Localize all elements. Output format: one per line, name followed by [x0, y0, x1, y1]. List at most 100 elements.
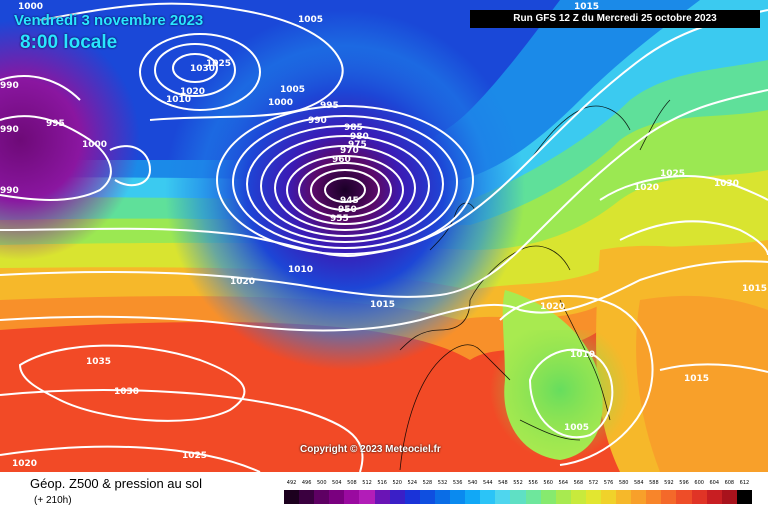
isobar-label: 980 — [350, 132, 369, 142]
color-scale-labels: 492 496 500 504 508 512 516 520 524 528 532 536 540 5… — [284, 480, 752, 490]
scale-tick-label: 524 — [407, 480, 418, 486]
scale-swatch — [631, 490, 647, 504]
scale-swatch — [540, 490, 556, 504]
isobar-label: 945 — [340, 196, 359, 206]
scale-tick-label: 556 — [528, 480, 538, 486]
forecast-lead-time: (+ 210h) — [34, 495, 72, 506]
isobar-label: 1000 — [268, 98, 293, 108]
scale-swatch — [359, 490, 375, 504]
scale-tick-label: 544 — [483, 480, 493, 486]
scale-tick-label: 520 — [392, 480, 402, 486]
scale-tick-label: 600 — [694, 480, 704, 486]
isobar-label: 1020 — [180, 87, 205, 97]
isobar-label: 995 — [46, 119, 65, 129]
isobar-label: 1015 — [742, 284, 767, 294]
color-scale — [284, 490, 752, 504]
scale-tick-label: 576 — [603, 480, 614, 486]
scale-swatch — [525, 490, 541, 504]
scale-tick-label: 536 — [452, 480, 463, 486]
isobar-label: 960 — [332, 155, 351, 165]
scale-swatch — [465, 490, 481, 504]
scale-swatch — [344, 490, 360, 504]
scale-swatch — [646, 490, 662, 504]
isobar-label: 990 — [0, 125, 19, 135]
scale-tick-label: 508 — [347, 480, 357, 486]
isobar-label: 1020 — [230, 277, 255, 287]
scale-swatch — [616, 490, 632, 504]
scale-tick-label: 564 — [558, 480, 569, 486]
scale-tick-label: 496 — [301, 480, 312, 486]
forecast-time: 8:00 locale — [20, 32, 118, 53]
isobar-label: 1030 — [114, 387, 139, 397]
isobar-label: 1005 — [280, 85, 305, 95]
isobar-label: 990 — [0, 81, 19, 91]
isobar-label: 985 — [344, 123, 363, 133]
isobar-label: 1025 — [660, 169, 685, 179]
isobar-label: 1010 — [288, 265, 313, 275]
isobar-label: 1015 — [370, 300, 395, 310]
scale-tick-label: 584 — [633, 480, 644, 486]
isobar-label: 1030 — [190, 64, 215, 74]
isobar-label: 1020 — [634, 183, 659, 193]
scale-tick-label: 500 — [316, 480, 327, 486]
scale-swatch — [480, 490, 496, 504]
scale-swatch — [600, 490, 617, 504]
isobar-label: 1015 — [684, 374, 709, 384]
scale-tick-label: 504 — [332, 480, 342, 486]
scale-tick-label: 516 — [377, 480, 387, 486]
scale-tick-label: 612 — [739, 480, 750, 486]
scale-swatch — [676, 490, 692, 504]
scale-tick-label: 540 — [467, 480, 478, 486]
scale-swatch — [374, 490, 390, 504]
isobar-label: 1015 — [574, 2, 599, 12]
scale-tick-label: 552 — [513, 480, 523, 486]
scale-swatch — [721, 490, 737, 504]
scale-tick-label: 596 — [679, 480, 689, 486]
scale-swatch — [495, 490, 511, 504]
isobar-label: 1025 — [182, 451, 207, 461]
scale-tick-label: 572 — [588, 480, 599, 486]
scale-tick-label: 568 — [573, 480, 584, 486]
product-title: Géop. Z500 & pression au sol — [30, 476, 202, 491]
scale-swatch — [299, 490, 315, 504]
scale-tick-label: 560 — [543, 480, 553, 486]
scale-swatch — [389, 490, 405, 504]
isobar-label: 1025 — [206, 59, 231, 69]
isobar-label: 1035 — [86, 357, 111, 367]
isobar-label: 995 — [320, 101, 339, 111]
scale-swatch — [736, 490, 752, 504]
isobar-label: 950 — [338, 205, 357, 215]
scale-swatch — [555, 490, 571, 504]
scale-swatch — [585, 490, 601, 504]
scale-tick-label: 588 — [649, 480, 659, 486]
model-run-label: Run GFS 12 Z du Mercredi 25 octobre 2023 — [470, 10, 760, 28]
isobar-label: 1010 — [166, 95, 191, 105]
scale-tick-label: 492 — [286, 480, 297, 486]
scale-swatch — [314, 490, 330, 504]
isobar-label: 1020 — [540, 302, 565, 312]
isobar-label: 970 — [340, 146, 359, 156]
isobar-label: 1005 — [298, 15, 323, 25]
scale-swatch — [450, 490, 466, 504]
scale-swatch — [570, 490, 586, 504]
scale-tick-label: 604 — [709, 480, 720, 486]
scale-swatch — [404, 490, 420, 504]
scale-swatch — [434, 490, 451, 504]
copyright-notice: Copyright © 2023 Meteociel.fr — [300, 444, 441, 455]
isobar-label: 1000 — [18, 2, 43, 12]
scale-tick-label: 592 — [664, 480, 674, 486]
scale-swatch — [691, 490, 707, 504]
scale-tick-label: 528 — [422, 480, 433, 486]
scale-swatch — [419, 490, 435, 504]
scale-tick-label: 580 — [618, 480, 629, 486]
isobar-label: 1020 — [12, 459, 37, 469]
scale-tick-label: 512 — [362, 480, 372, 486]
forecast-date: Vendredi 3 novembre 2023 — [14, 12, 204, 29]
isobar-label: 990 — [0, 186, 19, 196]
isobar-label: 975 — [348, 140, 367, 150]
scale-swatch — [706, 490, 722, 504]
scale-swatch — [329, 490, 345, 504]
scale-swatch — [284, 490, 300, 504]
